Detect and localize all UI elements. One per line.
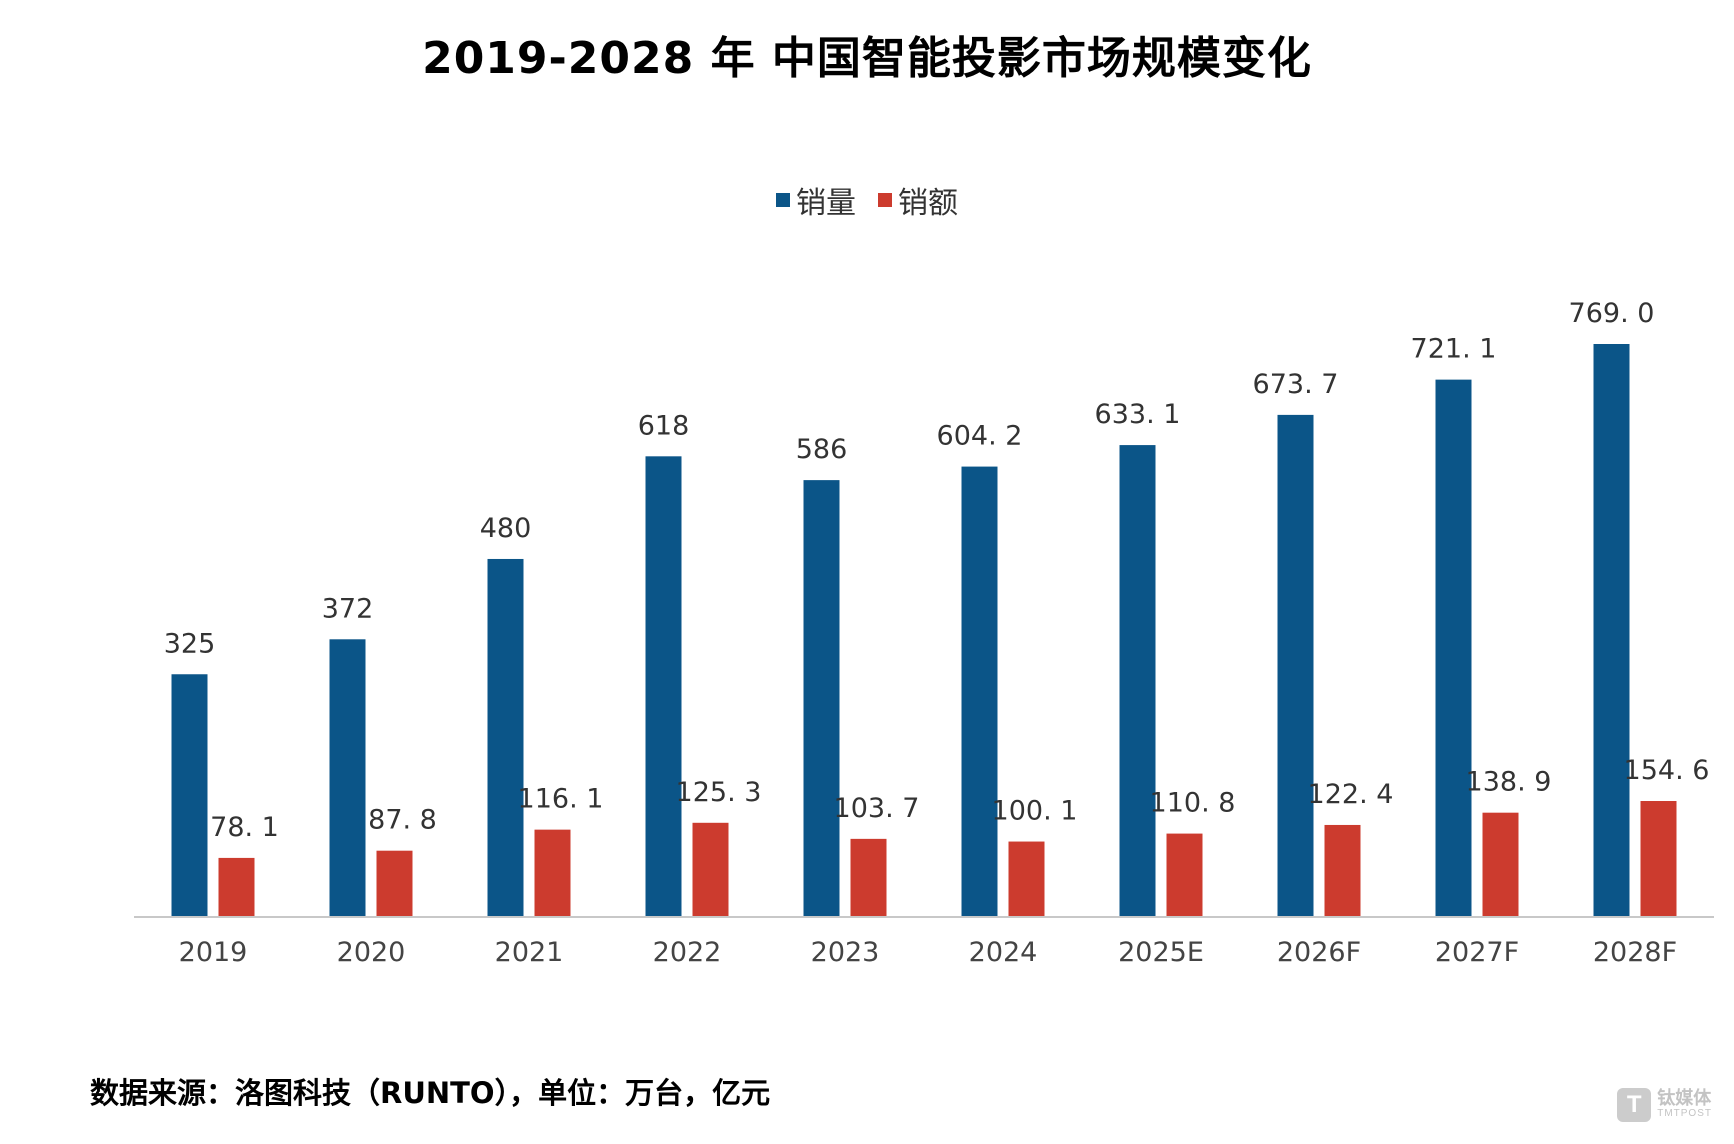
legend-label-sales-revenue: 销额 [898, 186, 958, 221]
data-label-sales-revenue-2020: 87. 8 [368, 805, 437, 836]
x-tick-label-2025E: 2025E [1118, 937, 1204, 968]
bar-sales-revenue-2023 [850, 838, 887, 916]
tmtpost-logo-icon: T [1617, 1088, 1652, 1122]
bar-sales-volume-2022 [645, 456, 682, 916]
data-label-sales-volume-2021: 480 [480, 513, 532, 544]
x-tick-label-2024: 2024 [969, 937, 1038, 968]
bar-sales-volume-2021 [487, 558, 524, 916]
chart-title: 2019-2028 年 中国智能投影市场规模变化 [422, 33, 1312, 84]
legend-swatch-sales-volume [776, 193, 790, 207]
x-tick-label-2027F: 2027F [1435, 937, 1519, 968]
data-label-sales-revenue-2028F: 154. 6 [1624, 755, 1710, 786]
data-label-sales-revenue-2021: 116. 1 [518, 784, 604, 815]
x-tick-label-2022: 2022 [653, 937, 722, 968]
data-label-sales-revenue-2023: 103. 7 [834, 793, 920, 824]
legend-label-sales-volume: 销量 [796, 186, 856, 221]
legend-item-sales-volume: 销量 [776, 178, 856, 222]
bar-sales-revenue-2022 [692, 822, 729, 916]
x-tick-label-2023: 2023 [811, 937, 880, 968]
bar-sales-volume-2026F [1277, 414, 1314, 916]
data-label-sales-revenue-2026F: 122. 4 [1308, 779, 1394, 810]
legend-item-sales-revenue: 销额 [878, 178, 958, 222]
watermark-text: 钛媒体 TMTPOST [1657, 1088, 1712, 1120]
bar-sales-volume-2020 [329, 639, 366, 916]
watermark: T 钛媒体 TMTPOST [1617, 1088, 1712, 1122]
bar-sales-revenue-2027F [1482, 812, 1519, 916]
data-label-sales-volume-2023: 586 [796, 434, 848, 465]
data-label-sales-revenue-2022: 125. 3 [676, 777, 762, 808]
x-tick-label-2019: 2019 [179, 937, 248, 968]
data-label-sales-volume-2027F: 721. 1 [1411, 334, 1497, 365]
source-note: 数据来源：洛图科技（RUNTO），单位：万台，亿元 [90, 1076, 771, 1110]
bar-sales-volume-2023 [803, 480, 840, 916]
data-label-sales-volume-2020: 372 [322, 593, 374, 624]
x-tick-label-2021: 2021 [495, 937, 564, 968]
x-tick-label-2026F: 2026F [1277, 937, 1361, 968]
legend: 销量 销额 [0, 178, 1734, 222]
data-label-sales-volume-2019: 325 [164, 628, 216, 659]
data-label-sales-volume-2028F: 769. 0 [1569, 298, 1655, 329]
data-label-sales-revenue-2024: 100. 1 [992, 796, 1078, 827]
bar-sales-revenue-2026F [1324, 824, 1361, 916]
x-tick-label-2028F: 2028F [1593, 937, 1677, 968]
bar-sales-revenue-2024 [1008, 841, 1045, 916]
data-label-sales-volume-2024: 604. 2 [937, 421, 1023, 452]
bar-sales-volume-2025E [1119, 445, 1156, 916]
data-label-sales-revenue-2019: 78. 1 [210, 812, 279, 843]
watermark-text-cn: 钛媒体 [1657, 1088, 1712, 1110]
data-label-sales-revenue-2027F: 138. 9 [1466, 767, 1552, 798]
bar-sales-volume-2024 [961, 466, 998, 916]
bar-sales-revenue-2028F [1640, 801, 1677, 916]
bar-sales-volume-2027F [1435, 379, 1472, 916]
bar-sales-revenue-2025E [1166, 833, 1203, 916]
bar-sales-revenue-2019 [218, 857, 255, 916]
bar-sales-revenue-2021 [534, 829, 571, 916]
legend-swatch-sales-revenue [878, 193, 892, 207]
x-tick-label-2020: 2020 [337, 937, 406, 968]
bar-sales-volume-2019 [171, 674, 208, 916]
data-label-sales-volume-2025E: 633. 1 [1095, 399, 1181, 430]
data-label-sales-volume-2026F: 673. 7 [1253, 369, 1339, 400]
bar-sales-volume-2028F [1593, 344, 1630, 916]
data-label-sales-volume-2022: 618 [638, 410, 690, 441]
watermark-text-en: TMTPOST [1657, 1108, 1712, 1120]
data-label-sales-revenue-2025E: 110. 8 [1150, 788, 1236, 819]
bar-sales-revenue-2020 [376, 850, 413, 916]
